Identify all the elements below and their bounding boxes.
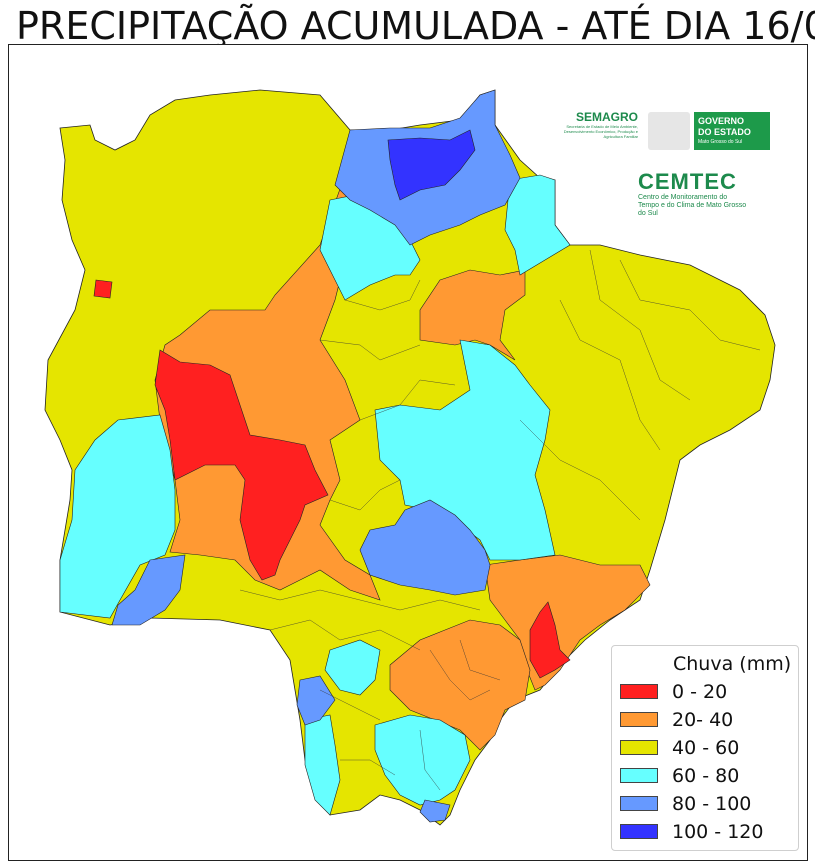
legend-swatch — [620, 796, 658, 811]
map-region-cyan-ne — [504, 174, 571, 276]
legend-label: 100 - 120 — [672, 821, 764, 843]
map-region-orange-ne — [419, 269, 526, 361]
cemtec-logo: CEMTEC Centro de Monitoramento do Tempo … — [638, 170, 748, 218]
map-region-blue-center — [359, 499, 491, 596]
map-region-cyan-south3 — [304, 714, 341, 816]
gov-line1: GOVERNO — [698, 116, 745, 126]
legend-label: 40 - 60 — [672, 737, 740, 759]
semagro-logo: SEMAGRO Secretaria de Estado de Meio Amb… — [548, 110, 638, 139]
legend-label: 20- 40 — [672, 709, 734, 731]
map-region-cyan-west — [59, 414, 176, 619]
legend-title: Chuva (mm) — [673, 653, 792, 675]
map-region-cyan-south1 — [324, 639, 381, 696]
gov-line3: Mato Grosso do Sul — [698, 139, 743, 145]
map-region-blue-sw — [111, 554, 186, 626]
map-region-orange-se1 — [484, 554, 651, 691]
logos-panel: SEMAGRO Secretaria de Estado de Meio Amb… — [548, 110, 778, 220]
legend-item: 60 - 80 — [620, 765, 795, 787]
legend-swatch — [620, 740, 658, 755]
legend-swatch — [620, 768, 658, 783]
legend-item: 80 - 100 — [620, 793, 795, 815]
map-region-blue-south — [296, 675, 336, 726]
legend-label: 80 - 100 — [672, 793, 752, 815]
gov-line2: DO ESTADO — [698, 127, 751, 137]
legend-label: 60 - 80 — [672, 765, 740, 787]
government-logo: GOVERNO DO ESTADO Mato Grosso do Sul — [648, 112, 770, 150]
legend-swatch — [620, 824, 658, 839]
legend-item: 40 - 60 — [620, 737, 795, 759]
semagro-name: SEMAGRO — [575, 110, 638, 124]
legend-swatch — [620, 712, 658, 727]
legend: Chuva (mm) 0 - 20 20- 40 40 - 60 60 - 80… — [611, 645, 799, 851]
map-region-red-west — [154, 349, 329, 581]
map-region-red-se — [529, 601, 571, 679]
municipal-boundaries — [239, 249, 761, 791]
map-region-darkblue-north — [387, 129, 476, 201]
cemtec-name: CEMTEC — [638, 169, 737, 194]
map-region-blue-tip — [419, 799, 451, 823]
legend-item: 0 - 20 — [620, 681, 795, 703]
state-crest-icon — [648, 112, 690, 150]
cemtec-subtitle: Centro de Monitoramento do Tempo e do Cl… — [638, 194, 747, 217]
government-logo-box: GOVERNO DO ESTADO Mato Grosso do Sul — [694, 112, 770, 150]
legend-item: 20- 40 — [620, 709, 795, 731]
semagro-subtitle: Secretaria de Estado de Meio Ambiente, D… — [563, 124, 638, 139]
map-region-cyan-south2 — [374, 714, 471, 806]
map-title: PRECIPITAÇÃO ACUMULADA - ATÉ DIA 16/01 — [16, 4, 815, 48]
legend-label: 0 - 20 — [672, 681, 728, 703]
map-region-red-nw-dot — [93, 279, 113, 299]
legend-swatch — [620, 684, 658, 699]
legend-item: 100 - 120 — [620, 821, 795, 843]
map-region-orange-se2 — [389, 619, 531, 751]
